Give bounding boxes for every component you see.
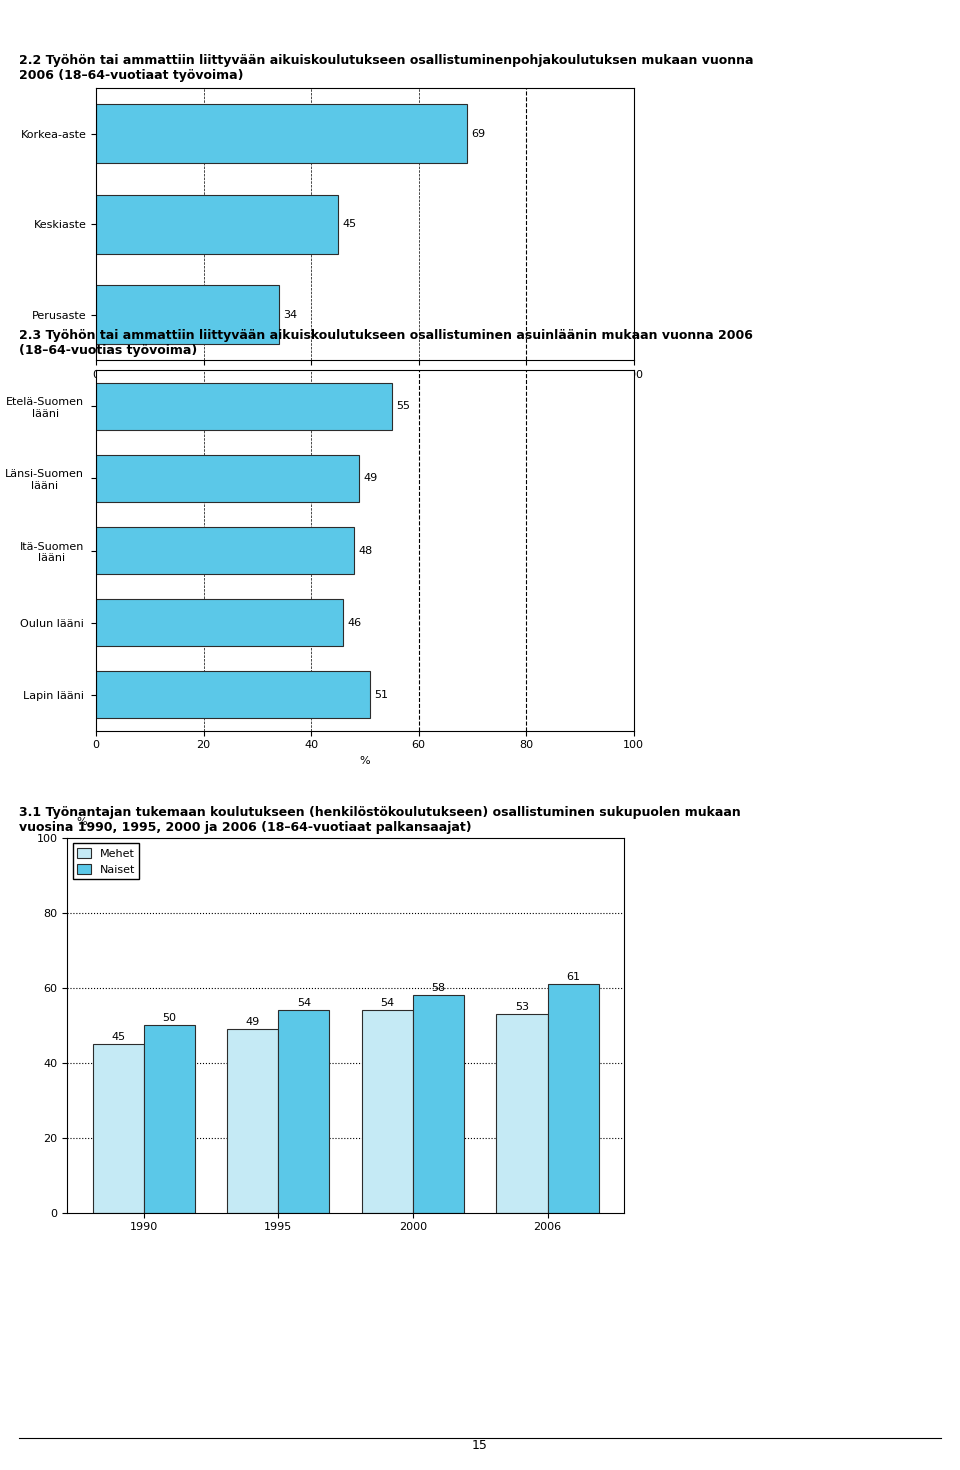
Text: 54: 54: [297, 998, 311, 1008]
Bar: [92, 1044, 144, 1213]
Text: 48: 48: [358, 545, 372, 556]
Text: 45: 45: [342, 219, 356, 229]
Text: 2.2 Työhön tai ammattiin liittyvään aikuiskoulutukseen osallistuminenpohjakoulut: 2.2 Työhön tai ammattiin liittyvään aiku…: [19, 54, 754, 82]
Bar: [362, 1010, 413, 1213]
Text: 58: 58: [431, 983, 445, 994]
X-axis label: %: %: [359, 385, 371, 395]
Text: %: %: [77, 817, 87, 826]
Bar: [228, 1029, 278, 1213]
Text: 69: 69: [471, 128, 486, 138]
Bar: [96, 104, 467, 163]
Bar: [547, 983, 599, 1213]
Text: 49: 49: [364, 473, 378, 484]
Bar: [96, 285, 278, 344]
Text: 2.3 Työhön tai ammattiin liittyvään aikuiskoulutukseen osallistuminen asuinlääni: 2.3 Työhön tai ammattiin liittyvään aiku…: [19, 329, 753, 357]
Text: 46: 46: [348, 617, 362, 628]
Text: 3.1 Työnantajan tukemaan koulutukseen (henkilöstökoulutukseen) osallistuminen su: 3.1 Työnantajan tukemaan koulutukseen (h…: [19, 806, 741, 833]
Bar: [96, 194, 338, 254]
Bar: [413, 995, 464, 1213]
Text: 61: 61: [566, 972, 580, 982]
Bar: [96, 600, 344, 645]
Text: 45: 45: [111, 1032, 125, 1042]
Bar: [96, 672, 371, 717]
Bar: [96, 384, 392, 429]
Text: 51: 51: [374, 689, 389, 700]
Bar: [96, 528, 354, 573]
Bar: [496, 1014, 547, 1213]
Text: 55: 55: [396, 401, 410, 412]
Bar: [144, 1026, 195, 1213]
Text: 15: 15: [472, 1439, 488, 1452]
Text: 34: 34: [283, 310, 298, 320]
Bar: [278, 1010, 329, 1213]
Text: 53: 53: [515, 1003, 529, 1013]
Text: 54: 54: [380, 998, 395, 1008]
X-axis label: %: %: [359, 756, 371, 766]
Text: 49: 49: [246, 1017, 260, 1028]
Bar: [96, 456, 359, 501]
Legend: Mehet, Naiset: Mehet, Naiset: [73, 844, 139, 879]
Text: 50: 50: [162, 1013, 177, 1023]
